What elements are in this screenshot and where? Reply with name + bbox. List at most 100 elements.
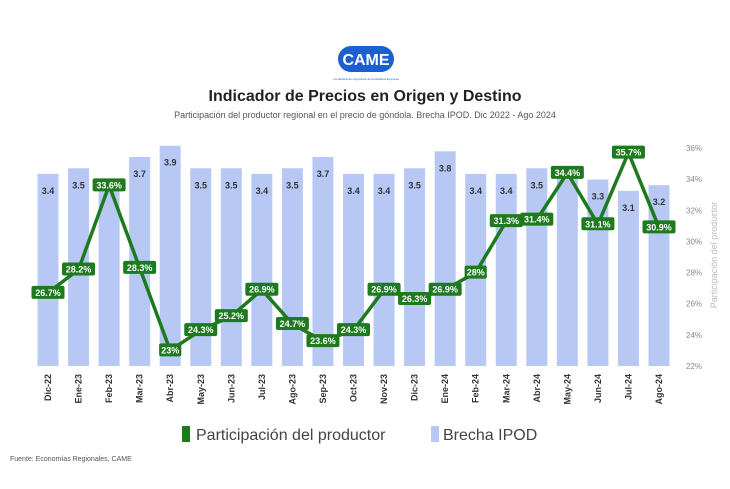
- bar-value-label: 3.8: [439, 163, 452, 173]
- line-value-label: 26.9%: [249, 285, 275, 295]
- legend-bar-label: Brecha IPOD: [443, 427, 537, 444]
- line-value-label: 31.1%: [585, 219, 611, 229]
- bar-Abr-23: [159, 145, 181, 366]
- logo-subtext: Confederación Argentina de la Mediana Em…: [333, 77, 399, 81]
- line-value-label: 23.6%: [310, 336, 336, 346]
- x-tick-label: Oct-23: [349, 374, 359, 402]
- x-tick-label: Jun-24: [593, 374, 603, 403]
- x-tick-label: Feb-23: [104, 374, 114, 403]
- y-tick-label: 26%: [686, 300, 702, 309]
- line-point-Jun-23: [214, 309, 248, 323]
- line-point-Ene-23: [62, 262, 96, 276]
- line-point-Abr-24: [520, 212, 554, 226]
- x-tick-label: Jul-23: [257, 374, 267, 400]
- line-point-Mar-23: [123, 260, 157, 274]
- legend-bar-swatch: [431, 426, 439, 442]
- x-tick-label: May-23: [196, 374, 206, 405]
- bars-layer: [37, 145, 670, 366]
- source-note: Fuente: Economías Regionales, CAME: [10, 456, 132, 463]
- x-tick-label: Sep-23: [318, 374, 328, 404]
- y-tick-label: 36%: [686, 144, 702, 153]
- bar-value-label: 3.2: [653, 197, 666, 207]
- y-axis-title: Participación del productor: [709, 202, 719, 309]
- bar-value-label: 3.4: [500, 186, 513, 196]
- line-value-label: 26.9%: [432, 285, 458, 295]
- line-point-Dic-22: [31, 285, 65, 299]
- line-value-label: 35.7%: [616, 148, 642, 158]
- bar-Jul-24: [617, 190, 639, 366]
- line-value-label: 24.7%: [280, 319, 306, 329]
- x-tick-label: Dic-22: [43, 374, 53, 401]
- x-tick-label: Jul-24: [623, 374, 633, 400]
- bar-value-label: 3.4: [469, 186, 482, 196]
- line-value-label: 24.3%: [341, 325, 367, 335]
- bar-value-label: 3.7: [317, 169, 330, 179]
- x-tick-label: Ago-24: [654, 374, 664, 405]
- labels-layer: 3.4 3.5 3.7 3.9 3.5 3.5 3.4 3.5 3.7 3.4 3.4 3.5 3.8 3…: [31, 145, 676, 357]
- x-tick-label: Abr-24: [532, 374, 542, 403]
- line-point-Abr-23: [159, 343, 182, 357]
- chart-title: Indicador de Precios en Origen y Destino: [208, 88, 522, 105]
- line-value-label: 23%: [161, 345, 179, 355]
- line-point-Jul-23: [245, 282, 279, 296]
- bar-Abr-24: [526, 168, 548, 366]
- bar-value-label: 3.5: [531, 180, 544, 190]
- logo-text: CAME: [342, 52, 389, 69]
- x-tick-label: Ene-24: [440, 374, 450, 404]
- line-point-Sep-23: [306, 334, 340, 348]
- bar-Dic-22: [37, 173, 59, 366]
- bar-value-label: 3.3: [592, 192, 605, 202]
- bar-Jul-23: [251, 173, 273, 366]
- bar-Feb-23: [98, 179, 120, 366]
- line-value-label: 33.6%: [96, 180, 122, 190]
- chart-subtitle: Participación del productor regional en …: [174, 110, 556, 120]
- legend-line-label: Participación del productor: [196, 427, 386, 444]
- bar-value-label: 3.5: [225, 180, 238, 190]
- bar-Oct-23: [343, 173, 364, 366]
- line-point-Feb-23: [92, 178, 126, 192]
- line-value-label: 28%: [467, 268, 485, 278]
- bar-May-23: [190, 168, 212, 366]
- line-value-label: 28.2%: [66, 264, 92, 274]
- x-tick-label: May-24: [562, 374, 572, 405]
- line-value-label: 26.7%: [35, 288, 61, 298]
- line-value-label: 31.4%: [524, 215, 550, 225]
- line-value-label: 26.3%: [402, 294, 428, 304]
- line-point-May-23: [184, 323, 218, 337]
- x-tick-label: Abr-23: [165, 374, 175, 403]
- x-tick-label: Nov-23: [379, 374, 389, 404]
- line-value-label: 28.3%: [127, 263, 153, 273]
- x-tick-label: Jun-23: [226, 374, 236, 403]
- line-value-label: 31.3%: [493, 216, 519, 226]
- line-point-Mar-24: [489, 214, 523, 228]
- x-tick-label: Feb-24: [471, 374, 481, 403]
- bar-value-label: 3.5: [72, 180, 85, 190]
- legend: Participación del productor Brecha IPOD: [182, 426, 537, 444]
- bar-May-24: [556, 173, 578, 366]
- line-point-May-24: [550, 165, 584, 179]
- bar-value-label: 3.5: [194, 180, 207, 190]
- x-tick-label: Mar-23: [135, 374, 145, 403]
- line-point-Ago-24: [642, 220, 676, 234]
- line-value-label: 34.4%: [555, 168, 581, 178]
- x-tick-label: Mar-24: [501, 374, 511, 403]
- y-tick-label: 30%: [686, 237, 702, 246]
- y-tick-label: 28%: [686, 269, 702, 278]
- came-logo: CAME Confederación Argentina de la Media…: [333, 46, 399, 81]
- bar-Mar-24: [495, 173, 517, 366]
- bar-value-label: 3.9: [164, 158, 177, 168]
- line-value-label: 25.2%: [219, 311, 245, 321]
- line-point-Jun-24: [581, 217, 615, 231]
- bar-Nov-23: [373, 173, 395, 366]
- bar-value-label: 3.7: [133, 169, 146, 179]
- line-point-Ago-23: [275, 316, 309, 330]
- y-tick-label: 34%: [686, 175, 702, 184]
- y-tick-label: 24%: [686, 331, 702, 340]
- bar-Ene-24: [434, 151, 456, 366]
- y-tick-label: 32%: [686, 206, 702, 215]
- y-tick-label: 22%: [686, 362, 702, 371]
- bar-value-label: 3.5: [408, 180, 421, 190]
- bar-Jun-23: [220, 168, 242, 366]
- line-value-label: 26.9%: [371, 285, 397, 295]
